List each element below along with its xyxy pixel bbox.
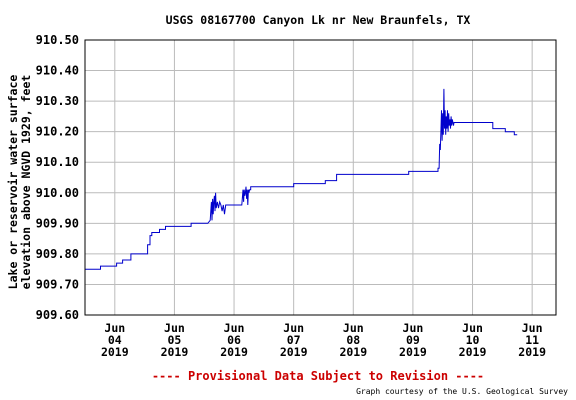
x-axis: Jun042019Jun052019Jun062019Jun072019Jun0… xyxy=(101,321,546,359)
x-tick-label: 2019 xyxy=(220,345,248,359)
x-tick-label: Jun xyxy=(403,321,424,335)
y-axis: 909.60 909.70 909.80 909.90 910.00 910.10 910.… xyxy=(36,33,79,322)
credit-text: Graph courtesy of the U.S. Geological Su… xyxy=(356,387,568,396)
x-tick-label: 05 xyxy=(168,333,182,347)
x-tick-label: 07 xyxy=(287,333,301,347)
y-tick-label: 909.70 xyxy=(36,277,79,291)
y-axis-label-line-2: elevation above NGVD 1929, feet xyxy=(19,75,33,290)
x-tick-label: Jun xyxy=(283,321,304,335)
x-tick-label: 10 xyxy=(466,333,480,347)
x-tick-label: 2019 xyxy=(459,345,487,359)
y-tick-label: 910.30 xyxy=(36,94,79,108)
x-tick-label: 11 xyxy=(525,333,539,347)
y-axis-label-line-1: Lake or reservoir water surface xyxy=(6,75,20,290)
y-tick-label: 910.00 xyxy=(36,186,79,200)
x-tick-label: 09 xyxy=(406,333,420,347)
x-tick-label: 2019 xyxy=(339,345,367,359)
y-tick-label: 910.50 xyxy=(36,33,79,47)
y-tick-label: 909.80 xyxy=(36,247,79,261)
grid-lines xyxy=(85,39,556,316)
x-tick-label: Jun xyxy=(224,321,245,335)
y-tick-label: 910.10 xyxy=(36,155,79,169)
y-tick-label: 909.60 xyxy=(36,308,79,322)
x-tick-label: Jun xyxy=(522,321,543,335)
x-tick-label: Jun xyxy=(164,321,185,335)
y-tick-label: 910.20 xyxy=(36,125,79,139)
x-tick-label: 2019 xyxy=(518,345,546,359)
plot-frame xyxy=(84,39,557,316)
x-tick-label: Jun xyxy=(462,321,483,335)
x-tick-label: Jun xyxy=(104,321,125,335)
x-tick-label: 2019 xyxy=(101,345,129,359)
x-tick-label: Jun xyxy=(343,321,364,335)
provisional-notice: ---- Provisional Data Subject to Revisio… xyxy=(152,369,484,383)
x-tick-label: 04 xyxy=(108,333,122,347)
y-tick-label: 909.90 xyxy=(36,216,79,230)
y-tick-label: 910.40 xyxy=(36,64,79,78)
plot-area xyxy=(85,40,556,315)
series-line xyxy=(85,88,518,270)
x-tick-label: 06 xyxy=(227,333,241,347)
x-tick-label: 2019 xyxy=(399,345,427,359)
x-tick-label: 2019 xyxy=(280,345,308,359)
x-tick-label: 08 xyxy=(346,333,360,347)
data-series xyxy=(85,88,518,270)
chart-title: USGS 08167700 Canyon Lk nr New Braunfels… xyxy=(166,13,471,27)
x-tick-label: 2019 xyxy=(161,345,189,359)
